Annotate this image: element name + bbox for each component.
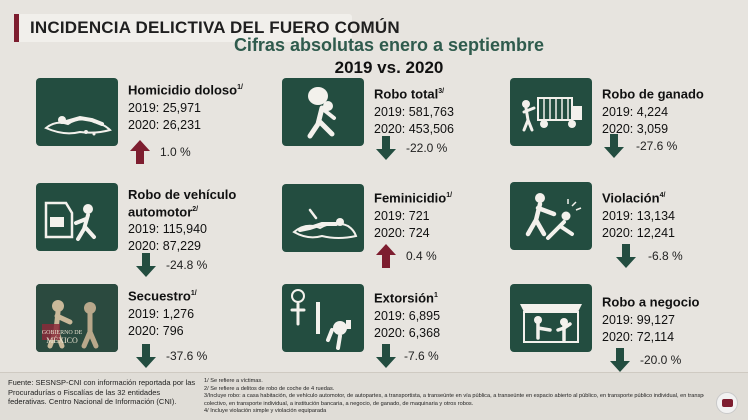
arrow-down-icon	[610, 348, 630, 372]
body-outline-icon	[36, 78, 118, 146]
stat-2019: 2019: 721	[374, 209, 430, 224]
stat-2020: 2020: 724	[374, 226, 430, 241]
stat-2019: 2019: 99,127	[602, 313, 675, 328]
card-extorsion: Extorsión1 2019: 6,895 2020: 6,368 -7.6 …	[282, 284, 522, 379]
stat-2019: 2019: 115,940	[128, 222, 208, 237]
title-band: INCIDENCIA DELICTIVA DEL FUERO COMÚN	[14, 14, 400, 42]
stat-2019: 2019: 1,276	[128, 307, 195, 322]
assault-icon	[510, 182, 592, 250]
footnote: colectivo, en transporte individual, a i…	[204, 400, 474, 407]
percent-change: -22.0 %	[406, 141, 448, 155]
footnote: 4/ Incluye violación simple y violación …	[204, 408, 327, 415]
percent-change: -7.6 %	[404, 349, 439, 363]
change-row: -20.0 %	[510, 348, 748, 372]
page-subtitle: Cifras absolutas enero a septiembre	[233, 35, 545, 55]
footnote: 3/Incluye robo: a casa habitación, de ve…	[204, 393, 704, 400]
percent-change: 1.0 %	[160, 145, 191, 159]
stat-2020: 2020: 87,229	[128, 239, 201, 254]
change-row: -22.0 %	[282, 136, 522, 160]
comparison-years: 2019 vs. 2020	[334, 58, 444, 77]
stat-2020: 2020: 796	[128, 324, 184, 339]
change-row: -37.6 %	[36, 344, 276, 368]
percent-change: -20.0 %	[640, 353, 682, 367]
change-row: -27.6 %	[510, 134, 748, 158]
card-robo-ganado: Robo de ganado 2019: 4,224 2020: 3,059 -…	[510, 78, 748, 173]
stat-2019: 2019: 13,134	[602, 209, 675, 224]
crime-name: Violación4/	[602, 190, 666, 206]
card-violacion: Violación4/ 2019: 13,134 2020: 12,241 -6…	[510, 182, 748, 277]
footer: Fuente: SESNSP-CNI con información repor…	[0, 372, 748, 420]
card-robo-vehiculo: Robo de vehículo automotor2/ 2019: 115,9…	[36, 183, 276, 278]
arrow-up-icon	[130, 140, 150, 164]
stat-2019: 2019: 6,895	[374, 309, 441, 324]
card-robo-total: Robo total3/ 2019: 581,763 2020: 453,506…	[282, 78, 522, 173]
crime-name: Robo total3/	[374, 86, 445, 102]
card-robo-negocio: Robo a negocio 2019: 99,127 2020: 72,114…	[510, 284, 748, 379]
card-homicidio: Homicidio doloso1/ 2019: 25,971 2020: 26…	[36, 78, 276, 173]
crime-name: Homicidio doloso1/	[128, 82, 243, 98]
page-title: INCIDENCIA DELICTIVA DEL FUERO COMÚN	[30, 18, 400, 37]
stat-2020: 2020: 453,506	[374, 122, 454, 137]
change-row: -7.6 %	[282, 344, 522, 368]
change-row: 0.4 %	[282, 244, 522, 268]
arrow-down-icon	[376, 136, 396, 160]
percent-change: -37.6 %	[166, 349, 208, 363]
crime-name: Secuestro1/	[128, 288, 197, 304]
arrow-down-icon	[136, 253, 156, 277]
stat-2019: 2019: 581,763	[374, 105, 454, 120]
source-note: Fuente: SESNSP-CNI con información repor…	[8, 378, 196, 406]
footnote: 1/ Se refiere a víctimas.	[204, 378, 263, 384]
stat-2020: 2020: 3,059	[602, 122, 669, 137]
livestock-truck-icon	[510, 78, 592, 146]
change-row: -6.8 %	[510, 244, 748, 268]
change-row: 1.0 %	[36, 140, 276, 164]
body-outline-icon	[282, 184, 364, 252]
thief-with-bag-icon	[282, 78, 364, 146]
card-feminicidio: Feminicidio1/ 2019: 721 2020: 724 0.4 %	[282, 184, 522, 279]
phone-extortion-icon	[282, 284, 364, 352]
crime-name: Robo de ganado	[602, 86, 704, 102]
change-row: -24.8 %	[36, 253, 276, 277]
footnotes: 1/ Se refiere a víctimas. 2/ Se refiere …	[204, 378, 704, 416]
percent-change: 0.4 %	[406, 249, 437, 263]
arrow-down-icon	[616, 244, 636, 268]
kidnapping-photo-icon: GOBIERNO DE MÉXICO	[36, 284, 118, 352]
arrow-down-icon	[604, 134, 624, 158]
stat-2020: 2020: 26,231	[128, 118, 201, 133]
stat-2020: 2020: 6,368	[374, 326, 441, 341]
card-secuestro: GOBIERNO DE MÉXICO Secuestro1/ 2019: 1,2…	[36, 284, 276, 379]
percent-change: -24.8 %	[166, 258, 208, 272]
arrow-up-icon	[376, 244, 396, 268]
crime-name-line2: automotor2/	[128, 204, 199, 220]
car-theft-icon	[36, 183, 118, 251]
crime-name: Feminicidio1/	[374, 190, 453, 206]
corner-logo-icon	[716, 392, 738, 414]
title-accent-bar	[14, 14, 19, 42]
stat-2020: 2020: 72,114	[602, 330, 675, 345]
crime-name: Extorsión1	[374, 290, 438, 306]
percent-change: -6.8 %	[648, 249, 683, 263]
stat-2019: 2019: 25,971	[128, 101, 201, 116]
footnote: 2/ Se refiere a delitos de robo de coche…	[204, 385, 335, 392]
crime-name: Robo a negocio	[602, 294, 700, 310]
crime-name: Robo de vehículo	[128, 187, 237, 202]
stat-2020: 2020: 12,241	[602, 226, 675, 241]
stat-2019: 2019: 4,224	[602, 105, 669, 120]
arrow-down-icon	[376, 344, 396, 368]
photo-caption: GOBIERNO DE MÉXICO	[41, 330, 83, 345]
shop-robbery-icon	[510, 284, 592, 352]
arrow-down-icon	[136, 344, 156, 368]
percent-change: -27.6 %	[636, 139, 678, 153]
